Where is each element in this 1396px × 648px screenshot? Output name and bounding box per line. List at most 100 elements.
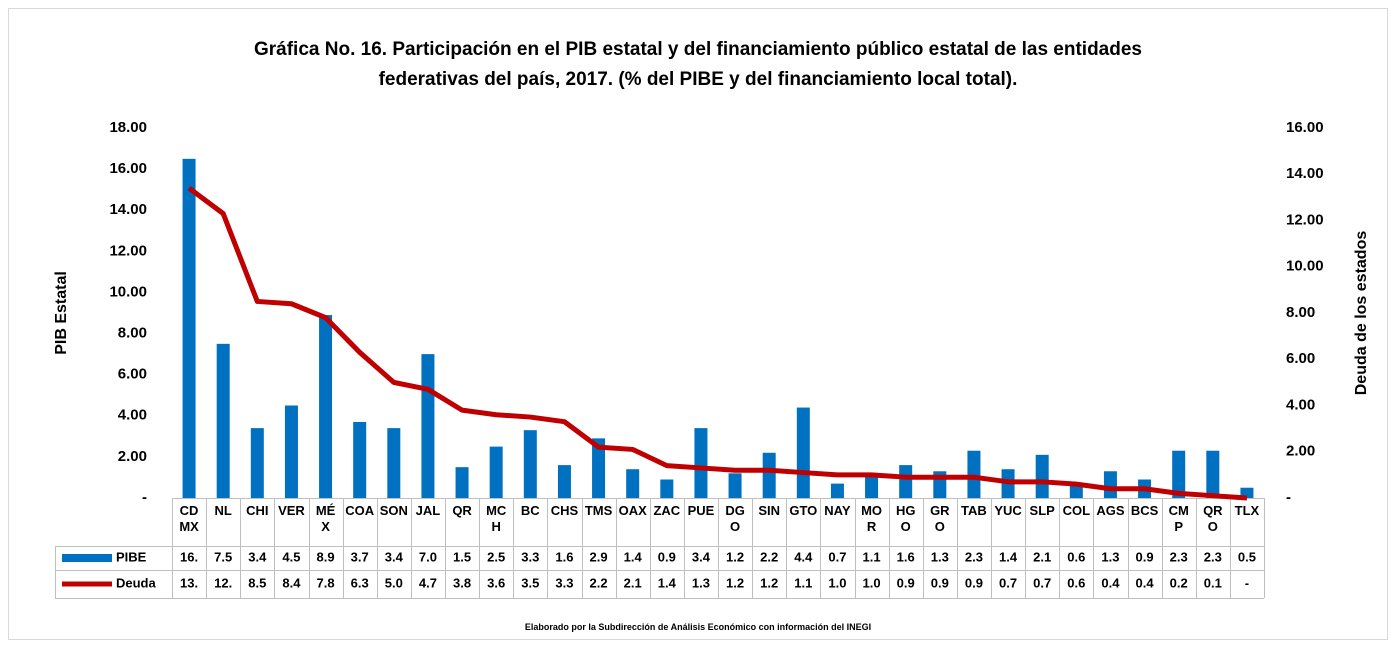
bar (694, 428, 708, 498)
table-value: 3.4 (692, 549, 711, 564)
bar (455, 467, 469, 498)
x-tick-label: AGS (1096, 503, 1125, 518)
table-value: 1.1 (794, 575, 812, 590)
table-value: 7.8 (317, 575, 335, 590)
x-tick-label: CHS (550, 503, 579, 518)
x-tick-label: TMS (584, 503, 613, 518)
bar (762, 452, 776, 498)
bar (353, 421, 367, 498)
x-tick-label: OAX (618, 503, 647, 518)
bar (796, 407, 810, 498)
bar (967, 450, 981, 498)
bar (557, 465, 571, 498)
bar (421, 354, 435, 498)
x-tick-label: NAY (824, 503, 851, 518)
table-value: 1.0 (863, 575, 881, 590)
table-value: 8.9 (317, 549, 335, 564)
bar (592, 438, 606, 498)
table-value: 8.5 (248, 575, 266, 590)
table-value: 1.3 (1101, 549, 1119, 564)
table-value: 1.3 (692, 575, 710, 590)
legend-label: PIBE (116, 549, 147, 564)
table-value: 1.6 (555, 549, 573, 564)
table-value: 12. (214, 575, 232, 590)
x-tick-label: CD MX (179, 503, 199, 534)
table-value: 0.6 (1067, 549, 1085, 564)
y-tick-label: 10.00 (109, 283, 147, 300)
table-value: 0.9 (1136, 549, 1154, 564)
table-value: 4.7 (419, 575, 437, 590)
x-tick-label: SLP (1029, 503, 1055, 518)
table-value: 0.5 (1238, 549, 1256, 564)
x-tick-label: BCS (1130, 503, 1159, 518)
table-value: 0.7 (999, 575, 1017, 590)
bar (1172, 450, 1186, 498)
legend-label: Deuda (116, 575, 157, 590)
bar (1069, 485, 1083, 498)
table-value: 3.6 (487, 575, 505, 590)
table-value: 3.3 (521, 549, 539, 564)
bar (216, 343, 230, 498)
table-value: 2.1 (624, 575, 642, 590)
bar (1035, 454, 1049, 498)
line (187, 186, 1248, 501)
table-value: 0.1 (1204, 575, 1222, 590)
bar (387, 428, 401, 498)
table-value: 1.3 (931, 549, 949, 564)
x-tick-label: QR O (1203, 503, 1223, 534)
x-tick-label: MO R (861, 503, 883, 534)
y2-tick-label: 16.00 (1286, 119, 1324, 136)
table-value: 2.2 (590, 575, 608, 590)
bar (830, 483, 844, 498)
x-tick-label: HG O (895, 503, 916, 534)
y-axis-title: PIB Estatal (53, 271, 70, 355)
x-tick-label: CHI (246, 503, 269, 518)
x-tick-label: COA (345, 503, 375, 518)
y-tick-label: - (142, 489, 147, 506)
y-tick-label: 18.00 (109, 119, 147, 136)
bar (182, 158, 196, 499)
table-value: 2.3 (1204, 549, 1222, 564)
y-tick-label: 6.00 (118, 366, 147, 383)
table-value: 8.4 (282, 575, 301, 590)
x-tick-label: MÉ X (315, 503, 336, 534)
table-value: 4.4 (794, 549, 813, 564)
table-value: 1.4 (624, 549, 643, 564)
y-tick-label: 2.00 (118, 448, 147, 465)
y2-tick-label: 4.00 (1286, 396, 1315, 413)
y-tick-label: 16.00 (109, 160, 147, 177)
table-value: 0.7 (1033, 575, 1051, 590)
table-value: 3.4 (248, 549, 267, 564)
table-value: 0.9 (965, 575, 983, 590)
bar (1240, 487, 1254, 498)
y-tick-label: 12.00 (109, 242, 147, 259)
y2-tick-label: 6.00 (1286, 350, 1315, 367)
y2-tick-label: - (1286, 489, 1291, 506)
bar (660, 479, 674, 498)
chart-border (8, 8, 1388, 640)
x-tick-label: SIN (758, 503, 781, 518)
x-tick-label: GR O (930, 503, 950, 534)
x-tick-label: MC H (486, 503, 507, 534)
table-value: 2.5 (487, 549, 505, 564)
table-value: 1.0 (828, 575, 846, 590)
table-value: 0.2 (1170, 575, 1188, 590)
source-note: Elaborado por la Subdirección de Análisi… (524, 622, 872, 632)
table-value: 3.5 (521, 575, 539, 590)
x-tick-label: VER (278, 503, 305, 518)
table-value: 6.3 (351, 575, 369, 590)
x-tick-label: BC (520, 503, 540, 518)
table-value: 1.1 (863, 549, 881, 564)
bar (489, 446, 503, 498)
table-value: 7.5 (214, 549, 232, 564)
x-tick-label: NL (214, 503, 232, 518)
x-tick-label: SON (379, 503, 408, 518)
table-value: 1.4 (658, 575, 677, 590)
table-value: 0.6 (1067, 575, 1085, 590)
table-value: 0.4 (1101, 575, 1120, 590)
table-value: 3.3 (555, 575, 573, 590)
table-value: 1.5 (453, 549, 471, 564)
y2-tick-label: 8.00 (1286, 304, 1315, 321)
table-value: 3.8 (453, 575, 471, 590)
bar (319, 315, 333, 498)
